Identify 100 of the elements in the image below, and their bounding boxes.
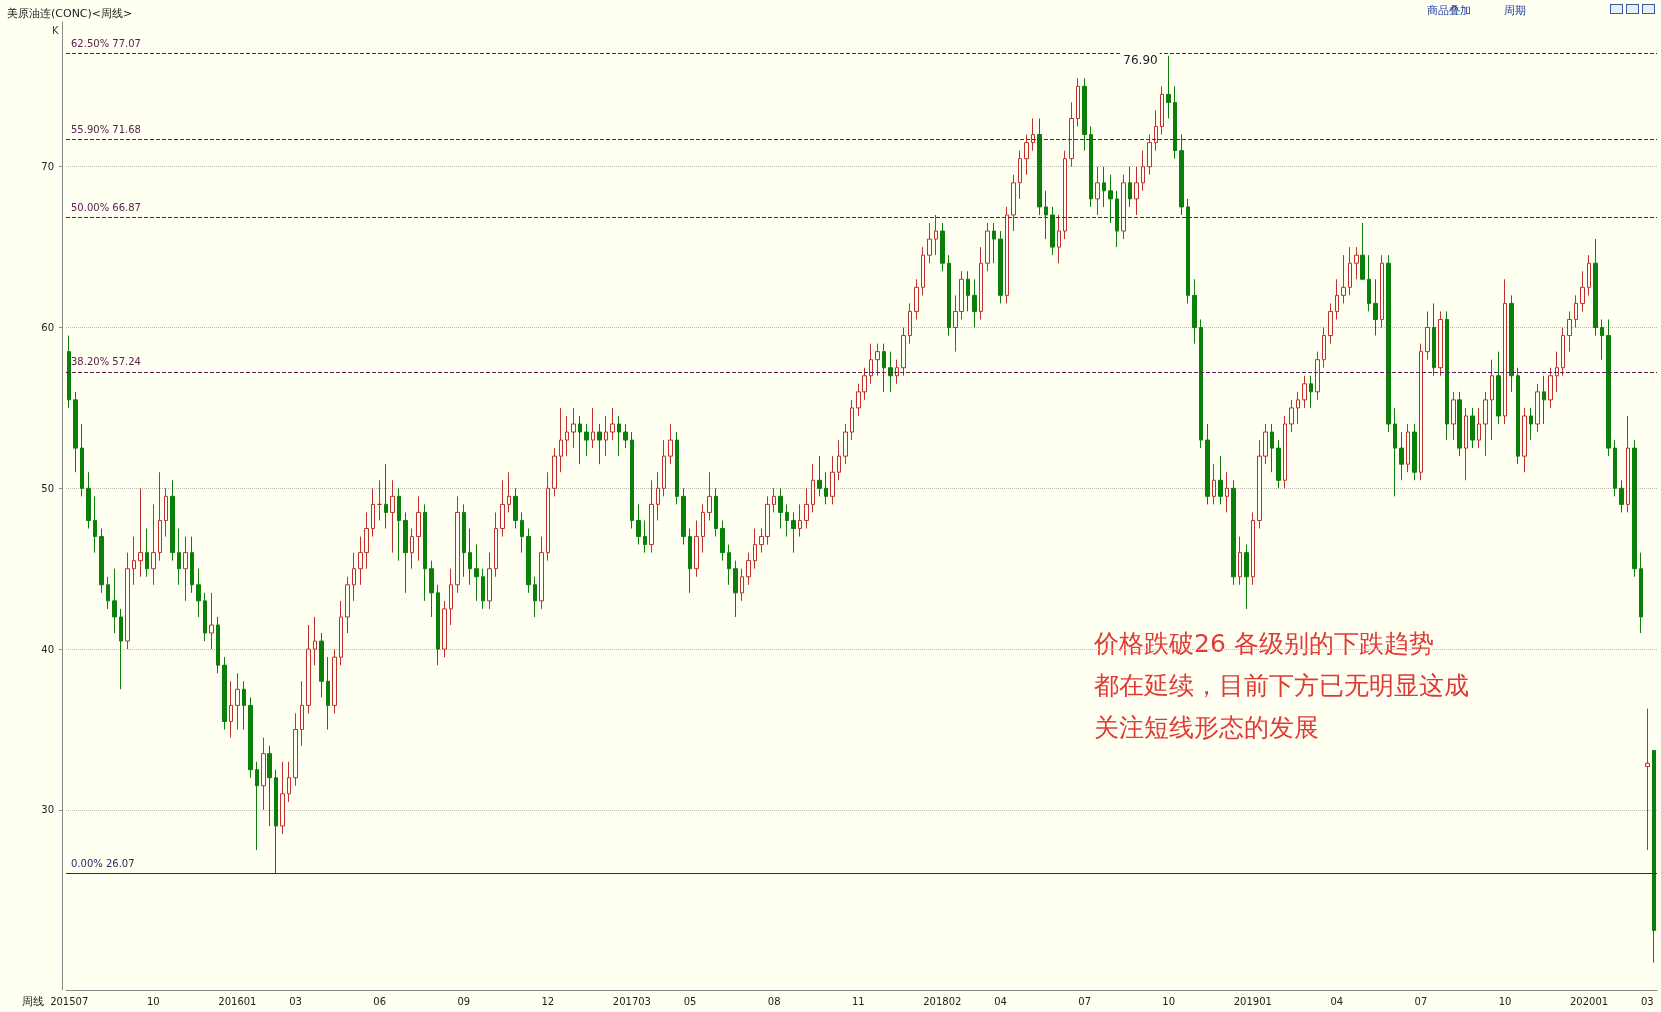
candlestick — [1632, 439, 1637, 578]
candlestick — [352, 552, 356, 602]
candlestick — [1425, 310, 1430, 361]
candlestick — [494, 511, 498, 578]
candlestick — [688, 528, 692, 594]
ref-line-label: 50.00% 66.87 — [71, 201, 141, 213]
candlestick — [1593, 238, 1598, 337]
candlestick — [1179, 134, 1184, 216]
candlestick — [449, 568, 453, 626]
candlestick — [1199, 318, 1203, 449]
x-tick-label: 10 — [146, 995, 160, 1007]
candlestick — [1470, 407, 1475, 449]
candlestick — [151, 503, 156, 586]
candlestick — [610, 407, 615, 441]
x-tick-label: 11 — [851, 995, 865, 1007]
candlestick — [293, 712, 298, 787]
candlestick — [1005, 206, 1009, 304]
candlestick — [1115, 190, 1119, 248]
candlestick — [67, 335, 71, 409]
candlestick — [183, 536, 188, 602]
candlestick — [1050, 206, 1055, 256]
candlestick — [125, 552, 130, 650]
candlestick — [145, 528, 149, 578]
x-tick-label: 07 — [1414, 995, 1428, 1007]
candlestick — [416, 495, 421, 562]
candlestick — [1134, 166, 1139, 216]
candlestick — [462, 503, 466, 578]
candlestick — [1102, 166, 1106, 208]
candlestick — [339, 600, 343, 666]
candlestick — [1147, 134, 1152, 176]
candlestick — [584, 423, 589, 457]
candlestick — [319, 632, 324, 698]
candlestick — [1613, 439, 1617, 497]
x-tick-label: 07 — [1078, 995, 1091, 1007]
candlestick — [106, 576, 110, 610]
candlestick — [190, 536, 194, 594]
candlestick — [1503, 278, 1507, 425]
candlestick — [500, 479, 505, 538]
annotation: 76.90 — [1123, 52, 1158, 67]
candlestick — [636, 503, 641, 546]
candlestick — [313, 616, 317, 666]
candlestick — [623, 423, 628, 449]
candlestick — [694, 519, 699, 578]
y-tick-label: 50 — [41, 482, 54, 494]
candlestick — [377, 479, 382, 521]
candlestick — [235, 672, 240, 731]
candlestick — [1360, 222, 1365, 280]
candlestick — [1626, 415, 1630, 513]
candlestick — [1089, 126, 1093, 208]
candlestick — [1315, 351, 1320, 401]
candlestick — [1639, 552, 1643, 634]
candlestick — [280, 761, 285, 835]
candlestick — [559, 407, 563, 473]
x-tick-label: 202001 — [1570, 995, 1609, 1007]
candlestick — [455, 495, 460, 594]
candlestick — [332, 648, 337, 714]
candlestick — [1296, 391, 1300, 425]
candlestick — [1367, 254, 1371, 312]
candlestick — [908, 302, 912, 345]
candlestick — [1561, 327, 1565, 377]
x-axis-title: 周线 — [22, 995, 45, 1008]
candlestick — [526, 528, 531, 594]
candlestick — [1212, 463, 1216, 505]
candlestick — [1645, 708, 1650, 851]
annotation: 关注短线形态的发展 — [1094, 713, 1319, 742]
candlestick — [785, 503, 789, 538]
candlestick — [972, 278, 977, 329]
candlestick — [481, 568, 485, 610]
candlestick — [772, 487, 776, 513]
x-tick-label: 03 — [289, 995, 302, 1007]
candlestick — [539, 536, 544, 610]
candlestick — [468, 528, 472, 586]
candlestick — [1289, 399, 1294, 433]
candlestick — [1154, 109, 1158, 152]
candlestick — [1438, 310, 1443, 377]
candlestick — [597, 423, 602, 465]
candlestick — [1173, 85, 1177, 160]
candlestick — [1018, 150, 1022, 200]
y-tick-label: 70 — [41, 161, 54, 173]
candlestick — [397, 487, 401, 562]
candlestick — [1619, 479, 1624, 513]
candlestick — [158, 471, 162, 562]
ref-line-label: 0.00% 26.07 — [71, 857, 135, 869]
candlestick — [714, 487, 718, 538]
candlestick — [1587, 254, 1591, 296]
candlestick — [798, 503, 802, 538]
candlestick — [1063, 150, 1067, 240]
candlestick — [1516, 367, 1520, 465]
candlestick — [895, 359, 899, 385]
candlestick — [591, 407, 595, 449]
candlestick — [1270, 423, 1274, 473]
candlestick — [80, 423, 84, 497]
ref-line-label: 55.90% 71.68 — [71, 124, 141, 136]
candlestick — [164, 487, 168, 538]
candlestick — [216, 616, 220, 674]
candlestick — [1225, 471, 1229, 513]
x-tick-label: 09 — [457, 995, 471, 1007]
y-tick-label: 40 — [41, 643, 54, 655]
candlestick — [675, 431, 679, 505]
candlestick — [843, 423, 848, 465]
